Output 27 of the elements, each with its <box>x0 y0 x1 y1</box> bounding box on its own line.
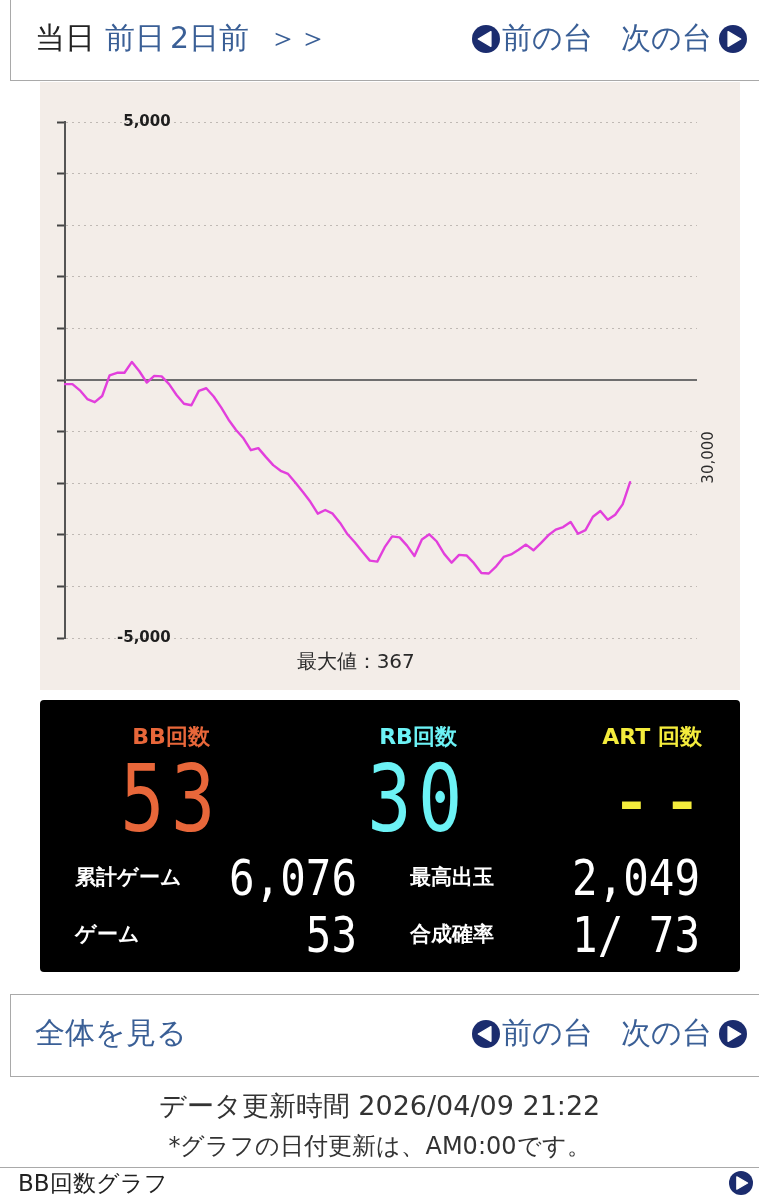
y-tick-label: -5,000 <box>117 627 171 646</box>
text: ゲーム <box>75 922 140 948</box>
text: 前の台 <box>502 20 593 56</box>
text: ＞＞ <box>268 20 328 56</box>
text: 6,076 <box>229 849 357 907</box>
text: BB回数 <box>132 723 210 751</box>
y-tick-label: 5,000 <box>123 111 171 130</box>
text: 前の台 <box>502 1015 593 1051</box>
text: 次の台 <box>621 1015 712 1051</box>
text: 最大値：367 <box>296 649 415 674</box>
text: *グラフの日付更新は、AM0:00です。 <box>167 1132 592 1161</box>
text: 当日 <box>35 20 95 56</box>
text: データ更新時間 2026/04/09 21:22 <box>157 1090 602 1123</box>
text: 最高出玉 <box>410 865 494 891</box>
text: 2,049 <box>572 849 700 907</box>
text: BB回数グラフ <box>18 1170 168 1198</box>
text: 前日 <box>105 20 165 56</box>
text: 2日前 <box>170 20 250 56</box>
text: 1/ 73 <box>572 906 700 964</box>
text: 30,000 <box>698 431 717 484</box>
text: 全体を見る <box>35 1015 187 1051</box>
text: ART 回数 <box>602 723 702 751</box>
text: 次の台 <box>621 20 712 56</box>
text: 累計ゲーム <box>75 865 182 891</box>
text: RB回数 <box>379 723 457 751</box>
text: 合成確率 <box>410 922 494 948</box>
text: 53 <box>305 906 357 964</box>
